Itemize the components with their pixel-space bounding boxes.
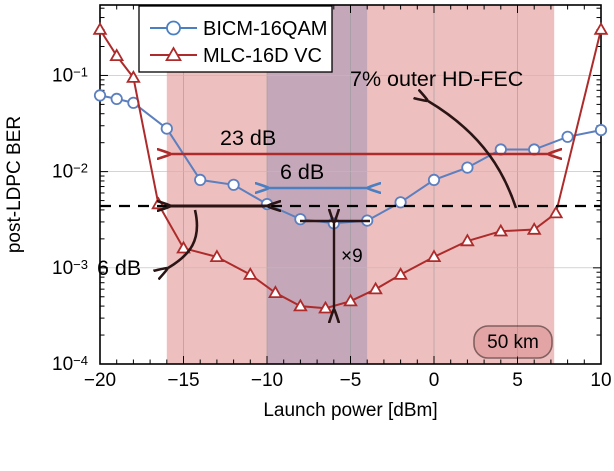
svg-text:10−4: 10−4	[52, 353, 88, 375]
svg-text:−20: −20	[84, 370, 116, 391]
svg-text:6 dB: 6 dB	[280, 160, 324, 184]
svg-text:10−1: 10−1	[52, 65, 88, 87]
svg-text:0: 0	[429, 370, 440, 391]
svg-text:Launch power [dBm]: Launch power [dBm]	[263, 400, 437, 421]
svg-text:10−3: 10−3	[52, 257, 88, 279]
svg-text:BICM-16QAM: BICM-16QAM	[203, 18, 327, 40]
svg-text:6 dB: 6 dB	[97, 256, 141, 280]
svg-text:7% outer HD-FEC: 7% outer HD-FEC	[350, 67, 523, 91]
svg-text:MLC-16D VC: MLC-16D VC	[203, 45, 322, 67]
svg-text:5: 5	[512, 370, 523, 391]
svg-text:10: 10	[590, 370, 611, 391]
svg-text:×9: ×9	[341, 246, 363, 267]
svg-text:50 km: 50 km	[487, 332, 539, 353]
svg-text:post-LDPC BER: post-LDPC BER	[4, 116, 25, 253]
svg-text:−5: −5	[340, 370, 362, 391]
svg-text:23 dB: 23 dB	[220, 126, 276, 150]
svg-text:−15: −15	[167, 370, 199, 391]
svg-text:10−2: 10−2	[52, 161, 88, 183]
svg-text:−10: −10	[251, 370, 283, 391]
